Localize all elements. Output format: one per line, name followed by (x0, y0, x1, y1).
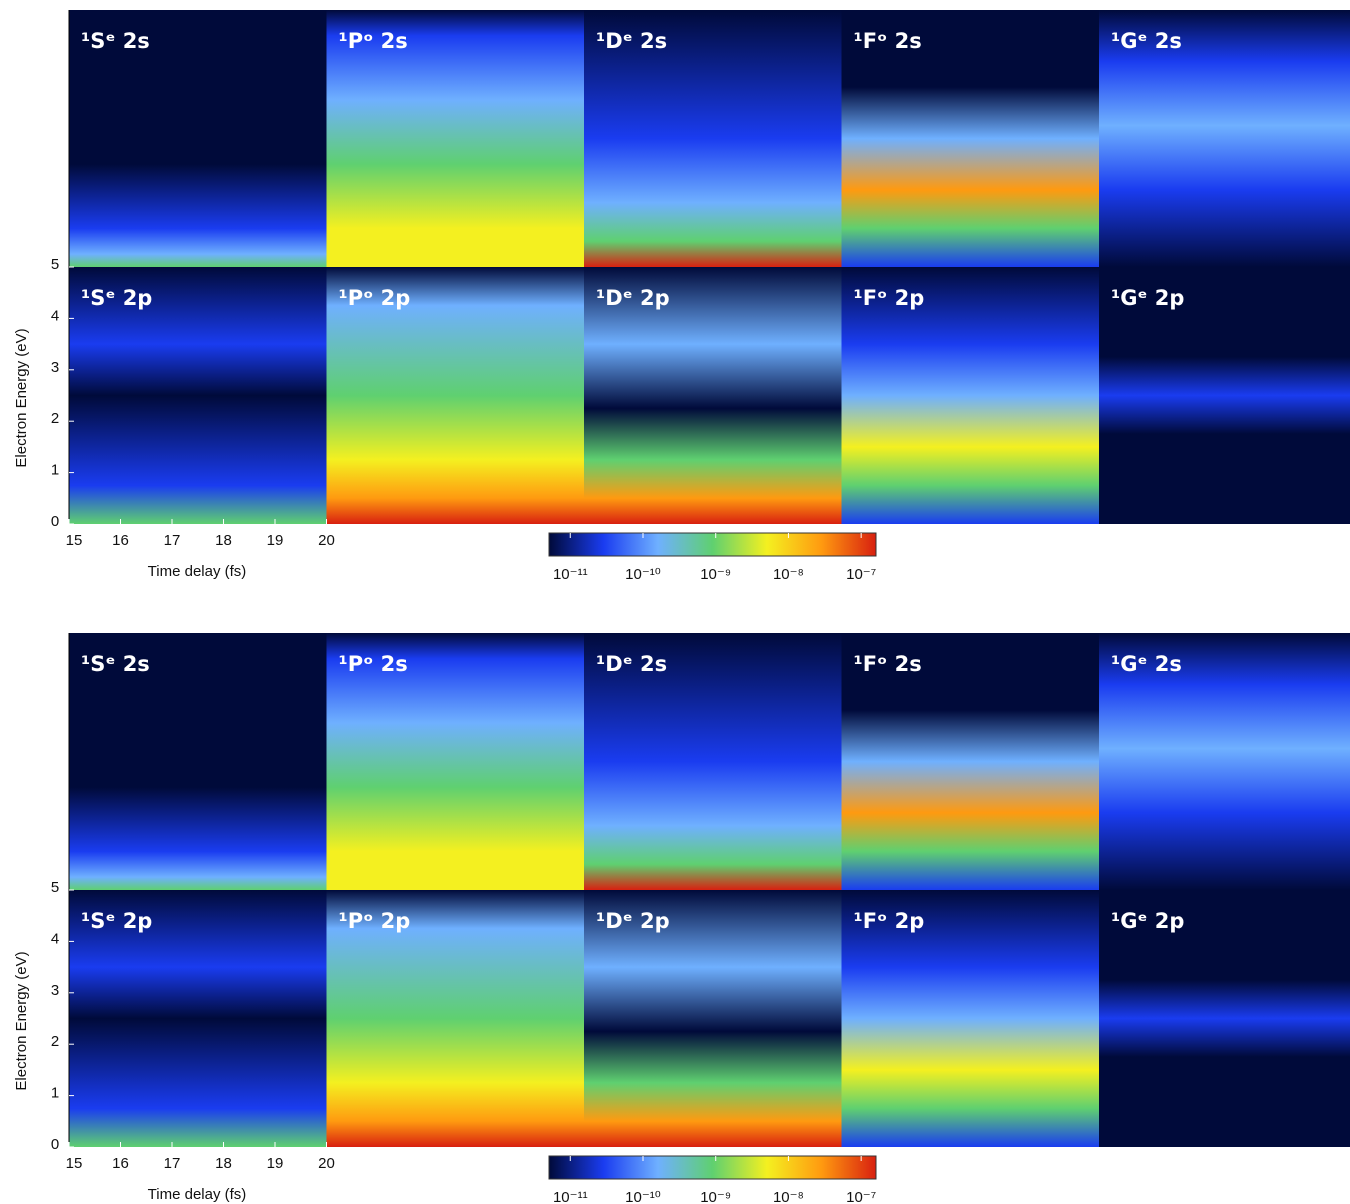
x-tick-label: 16 (112, 532, 129, 549)
heatmap-panel (841, 267, 1100, 524)
panel-label: ¹Gᵉ 2p (1111, 286, 1184, 310)
panel-label: ¹Fᵒ 2p (854, 909, 925, 933)
panel-label: ¹Dᵉ 2s (596, 652, 667, 676)
heatmap-panel (584, 633, 842, 890)
colorbar-tick-label: 10⁻¹¹ (553, 566, 588, 583)
x-tick-label: 15 (66, 1155, 83, 1172)
panel-label: ¹Fᵒ 2s (854, 29, 922, 53)
x-tick-label: 17 (164, 1155, 181, 1172)
heatmap-panel (326, 633, 585, 890)
heatmap-panel (841, 10, 1100, 267)
panel-label: ¹Sᵉ 2s (81, 29, 150, 53)
x-tick-label: 19 (267, 532, 284, 549)
colorbar-tick-label: 10⁻⁸ (773, 566, 804, 583)
x-tick-label: 15 (66, 532, 83, 549)
heatmap-panel (1099, 10, 1350, 267)
heatmap-panel (841, 633, 1100, 890)
y-axis-label: Electron Energy (eV) (13, 328, 30, 467)
y-tick-label: 2 (51, 1033, 59, 1050)
heatmap-panel (584, 267, 842, 524)
panel-label: ¹Gᵉ 2p (1111, 909, 1184, 933)
y-tick-label: 3 (51, 359, 59, 376)
panel-label: ¹Pᵒ 2p (339, 909, 411, 933)
x-axis-label: Time delay (fs) (148, 563, 247, 580)
heatmap-panel (69, 267, 327, 524)
colorbar-tick-label: 10⁻⁹ (700, 1189, 731, 1204)
panel-label: ¹Fᵒ 2p (854, 286, 925, 310)
heatmap-panel (584, 10, 842, 267)
heatmap-panel (69, 890, 327, 1147)
heatmap-panel (1099, 633, 1350, 890)
y-tick-label: 5 (51, 256, 59, 273)
panel-label: ¹Pᵒ 2p (339, 286, 411, 310)
colorbar-tick-label: 10⁻¹⁰ (625, 1189, 661, 1204)
colorbar-tick-label: 10⁻⁷ (846, 1189, 876, 1204)
colorbar-tick-label: 10⁻⁸ (773, 1189, 804, 1204)
heatmap-panel (1099, 267, 1350, 524)
figure-panel-group: ¹Sᵉ 2s ¹Pᵒ 2s ¹Dᵉ 2s ¹Fᵒ 2s ¹Gᵉ 2s ¹Sᵉ 2p ¹Pᵒ … (13, 633, 1350, 1204)
x-tick-label: 20 (318, 532, 335, 549)
y-tick-label: 1 (51, 462, 59, 479)
panel-label: ¹Gᵉ 2s (1111, 652, 1182, 676)
y-tick-label: 0 (51, 1136, 59, 1153)
y-tick-label: 2 (51, 410, 59, 427)
y-axis-label: Electron Energy (eV) (13, 951, 30, 1090)
y-tick-label: 4 (51, 307, 59, 324)
y-tick-label: 1 (51, 1085, 59, 1102)
x-tick-label: 20 (318, 1155, 335, 1172)
heatmap-panel (326, 10, 585, 267)
y-tick-label: 0 (51, 513, 59, 530)
x-tick-label: 19 (267, 1155, 284, 1172)
heatmap-panel (326, 890, 585, 1147)
figure-panel-group: ¹Sᵉ 2s ¹Pᵒ 2s ¹Dᵉ 2s ¹Fᵒ 2s ¹Gᵉ 2s ¹Sᵉ 2p ¹Pᵒ … (13, 10, 1350, 583)
colorbar-tick-label: 10⁻⁷ (846, 566, 876, 583)
y-tick-label: 3 (51, 982, 59, 999)
panel-label: ¹Dᵉ 2s (596, 29, 667, 53)
colorbar-tick-label: 10⁻¹⁰ (625, 566, 661, 583)
panel-label: ¹Sᵉ 2s (81, 652, 150, 676)
colorbar (548, 532, 877, 557)
heatmap-panel (69, 633, 327, 890)
x-axis-label: Time delay (fs) (148, 1186, 247, 1203)
heatmap-panel (1099, 890, 1350, 1147)
heatmap-panel (841, 890, 1100, 1147)
heatmap-panel (69, 10, 327, 267)
panel-label: ¹Fᵒ 2s (854, 652, 922, 676)
panel-label: ¹Sᵉ 2p (81, 286, 152, 310)
colorbar-tick-label: 10⁻⁹ (700, 566, 731, 583)
panel-label: ¹Dᵉ 2p (596, 909, 670, 933)
panel-label: ¹Gᵉ 2s (1111, 29, 1182, 53)
y-tick-label: 5 (51, 879, 59, 896)
panel-label: ¹Sᵉ 2p (81, 909, 152, 933)
y-tick-label: 4 (51, 930, 59, 947)
x-tick-label: 16 (112, 1155, 129, 1172)
panel-label: ¹Pᵒ 2s (339, 29, 408, 53)
x-tick-label: 18 (215, 532, 232, 549)
heatmap-panel (326, 267, 585, 524)
colorbar-tick-label: 10⁻¹¹ (553, 1189, 588, 1204)
colorbar (548, 1155, 877, 1180)
x-tick-label: 18 (215, 1155, 232, 1172)
heatmap-panel (584, 890, 842, 1147)
panel-label: ¹Dᵉ 2p (596, 286, 670, 310)
panel-label: ¹Pᵒ 2s (339, 652, 408, 676)
x-tick-label: 17 (164, 532, 181, 549)
